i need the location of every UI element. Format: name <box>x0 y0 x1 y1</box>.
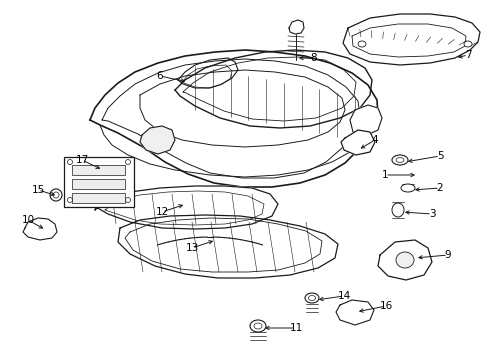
Ellipse shape <box>253 323 262 329</box>
Polygon shape <box>349 105 381 136</box>
Ellipse shape <box>125 159 130 165</box>
FancyBboxPatch shape <box>71 165 124 175</box>
Polygon shape <box>23 218 57 240</box>
Text: 9: 9 <box>444 250 450 260</box>
Text: 1: 1 <box>381 170 387 180</box>
Text: 14: 14 <box>337 291 350 301</box>
Ellipse shape <box>67 198 72 202</box>
Text: 6: 6 <box>156 71 163 81</box>
Ellipse shape <box>50 189 62 201</box>
Ellipse shape <box>400 184 414 192</box>
Ellipse shape <box>67 159 72 165</box>
Ellipse shape <box>305 293 318 303</box>
Polygon shape <box>140 126 175 154</box>
Polygon shape <box>178 58 238 88</box>
Ellipse shape <box>125 198 130 202</box>
Text: 8: 8 <box>310 53 317 63</box>
Polygon shape <box>288 20 304 34</box>
Ellipse shape <box>463 41 471 47</box>
Text: 2: 2 <box>436 183 443 193</box>
Text: 17: 17 <box>75 155 88 165</box>
Text: 3: 3 <box>428 209 434 219</box>
FancyBboxPatch shape <box>64 157 134 207</box>
Ellipse shape <box>249 320 265 332</box>
Polygon shape <box>340 130 374 155</box>
Polygon shape <box>175 50 371 128</box>
Ellipse shape <box>395 252 413 268</box>
Text: 11: 11 <box>289 323 302 333</box>
Text: 15: 15 <box>31 185 44 195</box>
Polygon shape <box>335 300 373 325</box>
FancyBboxPatch shape <box>71 193 124 202</box>
Text: 4: 4 <box>371 135 378 145</box>
Ellipse shape <box>395 158 403 162</box>
Text: 12: 12 <box>155 207 168 217</box>
Ellipse shape <box>53 192 59 198</box>
FancyBboxPatch shape <box>71 179 124 189</box>
Text: 13: 13 <box>185 243 198 253</box>
Ellipse shape <box>308 296 315 301</box>
Text: 5: 5 <box>436 151 443 161</box>
Ellipse shape <box>357 41 365 47</box>
Polygon shape <box>342 14 479 65</box>
Polygon shape <box>118 215 337 278</box>
Text: 16: 16 <box>379 301 392 311</box>
Ellipse shape <box>391 203 403 217</box>
Text: 7: 7 <box>464 50 470 60</box>
Text: 10: 10 <box>21 215 35 225</box>
Polygon shape <box>95 186 278 229</box>
Ellipse shape <box>391 155 407 165</box>
Polygon shape <box>90 50 377 187</box>
Polygon shape <box>377 240 431 280</box>
